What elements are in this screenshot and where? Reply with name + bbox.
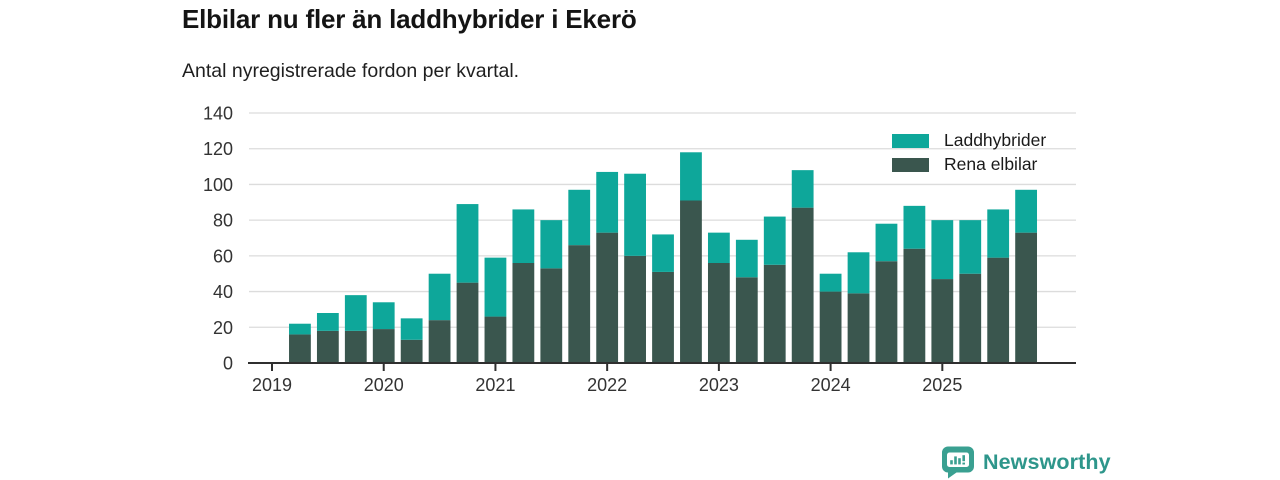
bar-segment-rena-elbilar-2024-Q1	[819, 291, 842, 363]
brand-name: Newsworthy	[983, 450, 1111, 474]
bar-segment-laddhybrider-2024-Q4	[903, 205, 926, 249]
bar-segment-rena-elbilar-2024-Q2	[847, 293, 870, 363]
y-tick-label-40: 40	[213, 282, 233, 302]
x-tick-label-2024: 2024	[811, 375, 851, 395]
bar-segment-rena-elbilar-2021-Q1	[484, 316, 507, 363]
bar-segment-rena-elbilar-2025-Q2	[959, 273, 982, 363]
bar-segment-laddhybrider-2024-Q1	[819, 273, 842, 292]
bar-segment-rena-elbilar-2024-Q4	[903, 248, 926, 363]
bar-segment-laddhybrider-2022-Q1	[596, 171, 619, 233]
bar-segment-laddhybrider-2024-Q2	[847, 252, 870, 294]
bar-segment-laddhybrider-2020-Q4	[456, 204, 479, 283]
bar-segment-rena-elbilar-2021-Q2	[512, 263, 535, 363]
bar-segment-laddhybrider-2025-Q1	[931, 220, 954, 280]
bar-segment-laddhybrider-2022-Q4	[680, 152, 702, 201]
bar-segment-laddhybrider-2019-Q3	[316, 313, 339, 331]
bar-segment-laddhybrider-2021-Q2	[512, 209, 535, 263]
bar-segment-laddhybrider-2022-Q2	[624, 173, 646, 256]
bar-segment-laddhybrider-2023-Q4	[791, 170, 814, 208]
bar-segment-rena-elbilar-2020-Q2	[400, 339, 423, 363]
bar-segment-rena-elbilar-2021-Q3	[540, 268, 563, 363]
chart-subtitle: Antal nyregistrerade fordon per kvartal.	[182, 60, 520, 82]
legend-swatch-rena-elbilar	[892, 157, 929, 172]
legend-item-rena-elbilar: Rena elbilar	[892, 154, 1046, 174]
bar-segment-rena-elbilar-2022-Q2	[624, 255, 646, 363]
x-tick-label-2020: 2020	[364, 375, 404, 395]
legend-label-rena-elbilar: Rena elbilar	[944, 154, 1038, 174]
chart-title: Elbilar nu fler än laddhybrider i Ekerö	[182, 4, 637, 34]
bar-segment-rena-elbilar-2019-Q3	[316, 330, 339, 363]
bar-segment-laddhybrider-2019-Q2	[289, 323, 311, 335]
bar-segment-rena-elbilar-2022-Q3	[652, 271, 674, 363]
bar-segment-rena-elbilar-2020-Q3	[428, 320, 451, 363]
bar-segment-rena-elbilar-2025-Q3	[987, 257, 1010, 363]
y-tick-label-140: 140	[203, 104, 233, 124]
x-tick-label-2025: 2025	[922, 375, 962, 395]
bar-segment-laddhybrider-2023-Q1	[707, 232, 730, 263]
x-tick-label-2019: 2019	[252, 375, 292, 395]
bar-segment-rena-elbilar-2019-Q2	[289, 334, 311, 363]
bar-segment-laddhybrider-2020-Q2	[400, 318, 423, 340]
bar-segment-rena-elbilar-2025-Q4	[1015, 232, 1038, 363]
bar-segment-laddhybrider-2021-Q1	[484, 257, 507, 317]
x-tick-label-2021: 2021	[475, 375, 515, 395]
bar-segment-rena-elbilar-2023-Q1	[707, 263, 730, 363]
bar-segment-laddhybrider-2025-Q4	[1015, 189, 1038, 233]
bar-segment-rena-elbilar-2023-Q4	[791, 207, 814, 363]
newsworthy-bubble-chart-icon	[942, 446, 974, 479]
bar-segment-laddhybrider-2023-Q3	[763, 216, 786, 265]
bar-segment-rena-elbilar-2019-Q4	[344, 330, 367, 363]
bar-segment-laddhybrider-2021-Q3	[540, 220, 563, 269]
y-tick-label-20: 20	[213, 318, 233, 338]
bar-segment-rena-elbilar-2023-Q3	[763, 264, 786, 363]
y-tick-label-60: 60	[213, 246, 233, 266]
legend-item-laddhybrider: Laddhybrider	[892, 130, 1047, 150]
bar-segment-rena-elbilar-2022-Q4	[680, 200, 702, 363]
y-tick-label-120: 120	[203, 139, 233, 159]
x-tick-label-2023: 2023	[699, 375, 739, 395]
y-tick-label-80: 80	[213, 211, 233, 231]
y-tick-label-0: 0	[223, 354, 233, 374]
bar-segment-rena-elbilar-2021-Q4	[568, 245, 591, 363]
bar-segment-laddhybrider-2021-Q4	[568, 189, 591, 246]
bar-segment-laddhybrider-2023-Q2	[735, 239, 758, 278]
y-tick-label-100: 100	[203, 175, 233, 195]
bar-segment-laddhybrider-2024-Q3	[875, 223, 898, 262]
bar-segment-rena-elbilar-2024-Q3	[875, 261, 898, 363]
bar-segment-rena-elbilar-2023-Q2	[735, 277, 758, 363]
bar-segment-laddhybrider-2020-Q3	[428, 273, 451, 321]
bar-segment-rena-elbilar-2022-Q1	[596, 232, 619, 363]
bar-segment-laddhybrider-2025-Q3	[987, 209, 1010, 258]
legend-label-laddhybrider: Laddhybrider	[944, 130, 1047, 150]
bar-segment-laddhybrider-2020-Q1	[372, 302, 395, 330]
bar-segment-laddhybrider-2022-Q3	[652, 234, 674, 272]
bar-segment-rena-elbilar-2020-Q4	[456, 282, 479, 363]
x-tick-label-2022: 2022	[587, 375, 627, 395]
legend-swatch-laddhybrider	[892, 133, 929, 148]
bar-segment-laddhybrider-2025-Q2	[959, 220, 982, 274]
bar-segment-rena-elbilar-2020-Q1	[372, 329, 395, 363]
newsworthy-logo: Newsworthy	[941, 446, 1111, 479]
bar-segment-rena-elbilar-2025-Q1	[931, 279, 954, 363]
chart-legend: Laddhybrider Rena elbilar	[892, 130, 1047, 174]
bar-segment-laddhybrider-2019-Q4	[344, 295, 367, 331]
